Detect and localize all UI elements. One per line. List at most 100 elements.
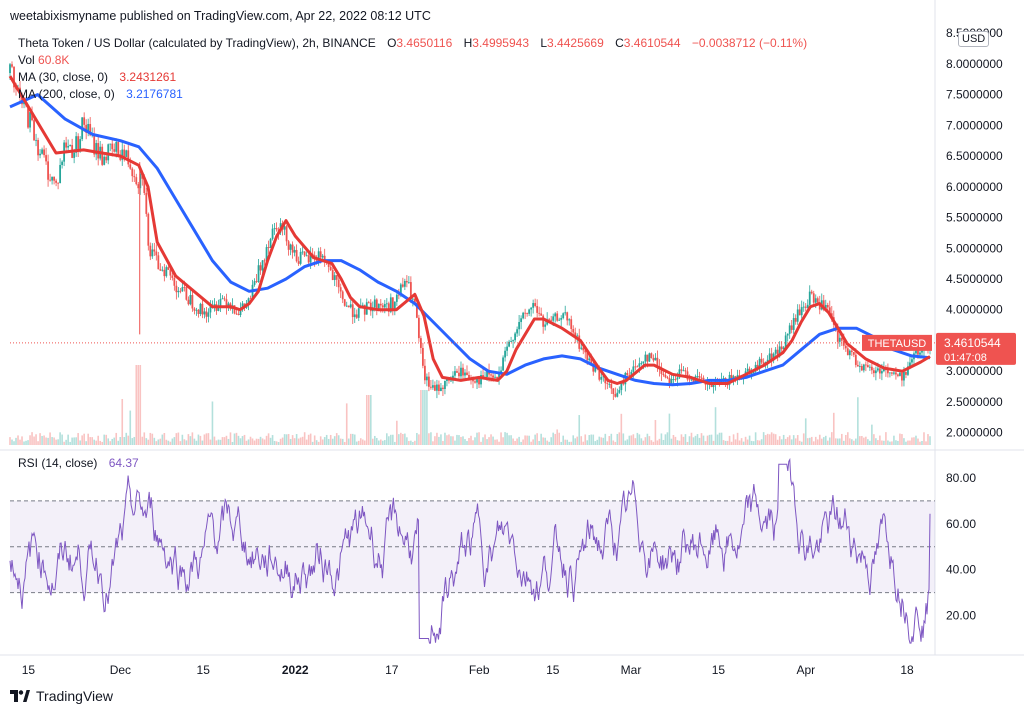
- volume-bar: [608, 436, 611, 445]
- candle-body: [889, 372, 891, 374]
- tradingview-logo[interactable]: TradingView: [10, 688, 113, 704]
- volume-bar: [656, 440, 659, 445]
- volume-bar: [891, 441, 893, 445]
- candle-body: [349, 304, 352, 308]
- candle-body: [430, 386, 432, 388]
- volume-bar: [105, 434, 108, 445]
- candle-body: [121, 149, 124, 160]
- candle-body: [796, 309, 799, 322]
- volume-bar: [596, 439, 599, 445]
- candle-body: [161, 269, 164, 271]
- candle-body: [676, 377, 679, 380]
- volume-bar: [315, 440, 318, 445]
- volume-bar: [213, 436, 216, 445]
- volume-bar: [929, 436, 931, 445]
- candle-body: [518, 322, 521, 330]
- volume-bar: [582, 441, 585, 445]
- ma30-legend[interactable]: MA (30, close, 0) 3.2431261: [18, 70, 176, 84]
- volume-bar: [307, 434, 310, 445]
- volume-bar: [438, 436, 440, 445]
- volume-bar: [694, 435, 697, 445]
- tradingview-icon: [10, 690, 30, 702]
- volume-bar: [355, 441, 358, 445]
- price-tick-label: 5.5000000: [946, 211, 1003, 225]
- time-tick-label: Mar: [621, 663, 642, 677]
- volume-bar: [422, 390, 424, 445]
- volume-bar: [139, 365, 142, 445]
- candle-body: [510, 341, 512, 342]
- volume-bar: [690, 432, 693, 445]
- volume-bar: [275, 441, 278, 445]
- rsi-tick-label: 60.00: [946, 517, 976, 531]
- candle-body: [61, 161, 64, 165]
- candle-body: [27, 105, 29, 128]
- candle-body: [189, 295, 192, 305]
- candle-body: [794, 318, 797, 322]
- volume-bar: [285, 434, 288, 445]
- ma200-legend[interactable]: MA (200, close, 0) 3.2176781: [18, 87, 183, 101]
- candle-body: [872, 370, 875, 374]
- volume-bar: [337, 435, 340, 445]
- volume-bar: [710, 434, 713, 445]
- volume-bar: [357, 440, 360, 445]
- candle-body: [123, 149, 126, 157]
- candle-body: [153, 249, 156, 252]
- candle-body: [907, 366, 909, 375]
- volume-bar: [91, 437, 93, 445]
- volume-bar: [211, 401, 214, 445]
- candle-body: [634, 366, 637, 368]
- time-tick-label: 15: [22, 663, 36, 677]
- volume-bar: [859, 436, 861, 445]
- candle-body: [540, 313, 543, 316]
- candle-body: [169, 269, 172, 276]
- volume-bar: [486, 439, 488, 445]
- volume-bar: [299, 437, 302, 445]
- candle-body: [41, 149, 43, 154]
- candle-body: [307, 255, 310, 263]
- volume-bar: [895, 440, 897, 445]
- volume-bar: [893, 435, 895, 445]
- volume-bar: [644, 437, 647, 445]
- volume-legend[interactable]: Vol 60.8K: [18, 53, 69, 67]
- candle-body: [73, 152, 76, 158]
- candle-body: [454, 371, 456, 376]
- currency-badge[interactable]: USD: [958, 31, 990, 47]
- candle-body: [772, 353, 775, 361]
- volume-bar: [87, 433, 89, 445]
- volume-bar: [664, 434, 667, 445]
- volume-bar: [857, 397, 859, 445]
- volume-bar: [500, 432, 502, 445]
- price-tag-value: 3.4610544: [944, 336, 1001, 350]
- candle-body: [542, 315, 545, 327]
- volume-bar: [460, 436, 462, 445]
- candle-body: [458, 372, 460, 377]
- candle-body: [145, 193, 148, 214]
- volume-bar: [907, 440, 909, 445]
- volume-bar: [875, 438, 877, 445]
- volume-bar: [526, 435, 528, 445]
- candle-body: [97, 143, 100, 159]
- candle-body: [618, 390, 621, 393]
- rsi-legend[interactable]: RSI (14, close) 64.37: [18, 456, 139, 470]
- candle-body: [239, 309, 242, 316]
- candle-body: [9, 64, 11, 74]
- symbol-title[interactable]: Theta Token / US Dollar (calculated by T…: [18, 36, 376, 50]
- volume-bar: [845, 434, 847, 445]
- price-tick-label: 5.0000000: [946, 241, 1003, 255]
- candle-body: [620, 382, 623, 391]
- volume-bar: [223, 437, 226, 445]
- volume-bar: [584, 434, 587, 445]
- volume-bar: [468, 437, 470, 445]
- candle-body: [592, 363, 595, 372]
- time-tick-label: 15: [546, 663, 560, 677]
- volume-bar: [750, 440, 753, 445]
- volume-bar: [229, 432, 232, 445]
- volume-bar: [786, 437, 789, 445]
- volume-bar: [678, 440, 681, 445]
- volume-bar: [73, 437, 75, 445]
- candle-body: [57, 182, 60, 184]
- volume-bar: [303, 432, 306, 445]
- volume-bar: [197, 434, 200, 445]
- candle-body: [39, 153, 41, 156]
